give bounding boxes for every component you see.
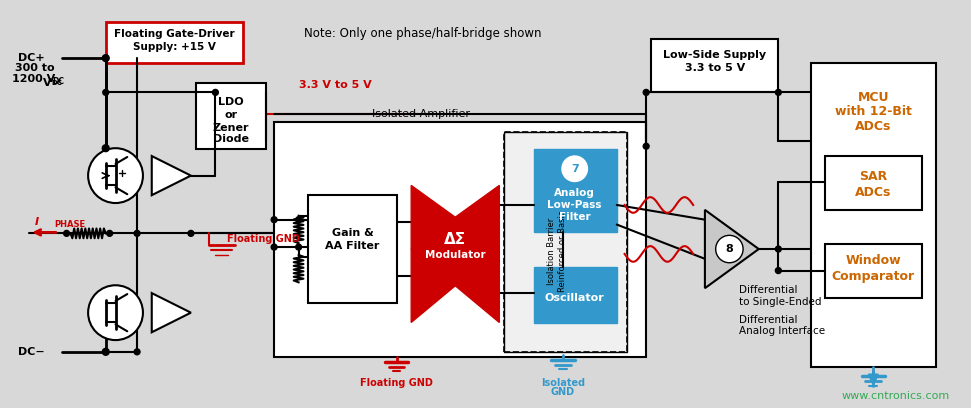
- Text: DC−: DC−: [17, 347, 45, 357]
- Text: MCU: MCU: [857, 91, 889, 104]
- Bar: [504, 131, 626, 352]
- Text: Low-Pass: Low-Pass: [548, 200, 602, 210]
- Text: DC: DC: [51, 77, 64, 86]
- Circle shape: [88, 148, 143, 203]
- Polygon shape: [705, 210, 758, 288]
- Text: Analog Interface: Analog Interface: [739, 326, 825, 336]
- Text: SAR: SAR: [859, 170, 887, 183]
- Text: Floating GND: Floating GND: [227, 234, 300, 244]
- Text: Reinforced or Basic: Reinforced or Basic: [558, 210, 567, 292]
- Text: V: V: [43, 78, 51, 88]
- Circle shape: [271, 217, 277, 223]
- Bar: [196, 82, 266, 149]
- Circle shape: [213, 89, 218, 95]
- Text: DC+: DC+: [17, 53, 45, 63]
- Circle shape: [643, 89, 649, 95]
- Bar: [652, 38, 779, 92]
- Circle shape: [103, 89, 109, 95]
- Circle shape: [102, 348, 109, 355]
- Text: AA Filter: AA Filter: [325, 241, 380, 251]
- Polygon shape: [151, 293, 191, 332]
- Text: Floating GND: Floating GND: [360, 378, 433, 388]
- Text: 7: 7: [571, 164, 579, 174]
- Text: I: I: [34, 217, 39, 226]
- Text: Zener: Zener: [213, 123, 250, 133]
- Bar: [534, 267, 617, 324]
- Text: Isolated Amplifier: Isolated Amplifier: [372, 109, 470, 119]
- Circle shape: [271, 244, 277, 250]
- Bar: [534, 149, 617, 233]
- Circle shape: [188, 231, 194, 236]
- Text: ADCs: ADCs: [855, 186, 891, 199]
- Text: 1200 V: 1200 V: [12, 74, 55, 84]
- Text: Isolated: Isolated: [541, 378, 585, 388]
- Circle shape: [296, 244, 302, 250]
- Text: Differential: Differential: [739, 285, 797, 295]
- Circle shape: [64, 231, 70, 236]
- Text: Analog: Analog: [554, 188, 595, 198]
- Circle shape: [776, 89, 782, 95]
- Text: Floating Gate-Driver: Floating Gate-Driver: [114, 29, 235, 39]
- Text: Differential: Differential: [739, 315, 797, 324]
- Circle shape: [562, 156, 587, 182]
- Text: DC: DC: [50, 80, 62, 86]
- Text: Supply: +15 V: Supply: +15 V: [133, 42, 216, 52]
- Polygon shape: [151, 156, 191, 195]
- Circle shape: [102, 145, 109, 152]
- Text: PHASE: PHASE: [53, 220, 85, 229]
- Bar: [274, 122, 646, 357]
- Circle shape: [776, 246, 782, 252]
- Text: Note: Only one phase/half-bridge shown: Note: Only one phase/half-bridge shown: [304, 27, 541, 40]
- Text: 8: 8: [725, 244, 733, 254]
- Text: Isolation Barrier: Isolation Barrier: [547, 217, 555, 285]
- Polygon shape: [411, 185, 499, 322]
- Text: Comparator: Comparator: [832, 270, 915, 283]
- Bar: [825, 156, 922, 210]
- Bar: [106, 22, 243, 63]
- Text: Low-Side Supply: Low-Side Supply: [663, 50, 766, 60]
- Circle shape: [776, 268, 782, 273]
- Circle shape: [643, 143, 649, 149]
- Bar: [825, 244, 922, 298]
- Circle shape: [102, 55, 109, 62]
- Text: Diode: Diode: [213, 134, 249, 144]
- Circle shape: [134, 231, 140, 236]
- Bar: [811, 63, 936, 366]
- Text: Filter: Filter: [559, 212, 590, 222]
- Text: ADCs: ADCs: [855, 120, 891, 133]
- Text: Oscillator: Oscillator: [545, 293, 605, 303]
- Polygon shape: [411, 185, 499, 322]
- Text: GND: GND: [551, 387, 575, 397]
- Text: www.cntronics.com: www.cntronics.com: [842, 391, 951, 401]
- Bar: [309, 195, 396, 303]
- Circle shape: [716, 235, 743, 263]
- Text: to Single-Ended: to Single-Ended: [739, 297, 821, 307]
- Circle shape: [296, 217, 302, 223]
- Circle shape: [134, 349, 140, 355]
- Text: Gain &: Gain &: [331, 228, 373, 238]
- Text: Window: Window: [846, 254, 901, 267]
- Text: LDO: LDO: [218, 97, 244, 107]
- Text: Modulator: Modulator: [425, 250, 486, 260]
- Text: 3.3 to 5 V: 3.3 to 5 V: [685, 63, 745, 73]
- Circle shape: [88, 285, 143, 340]
- Text: or: or: [224, 110, 238, 120]
- Text: 300 to: 300 to: [15, 63, 54, 73]
- Circle shape: [107, 231, 113, 236]
- Text: 3.3 V to 5 V: 3.3 V to 5 V: [299, 80, 371, 90]
- Bar: [504, 131, 626, 352]
- Text: with 12-Bit: with 12-Bit: [835, 106, 912, 118]
- Text: ΔΣ: ΔΣ: [444, 232, 466, 247]
